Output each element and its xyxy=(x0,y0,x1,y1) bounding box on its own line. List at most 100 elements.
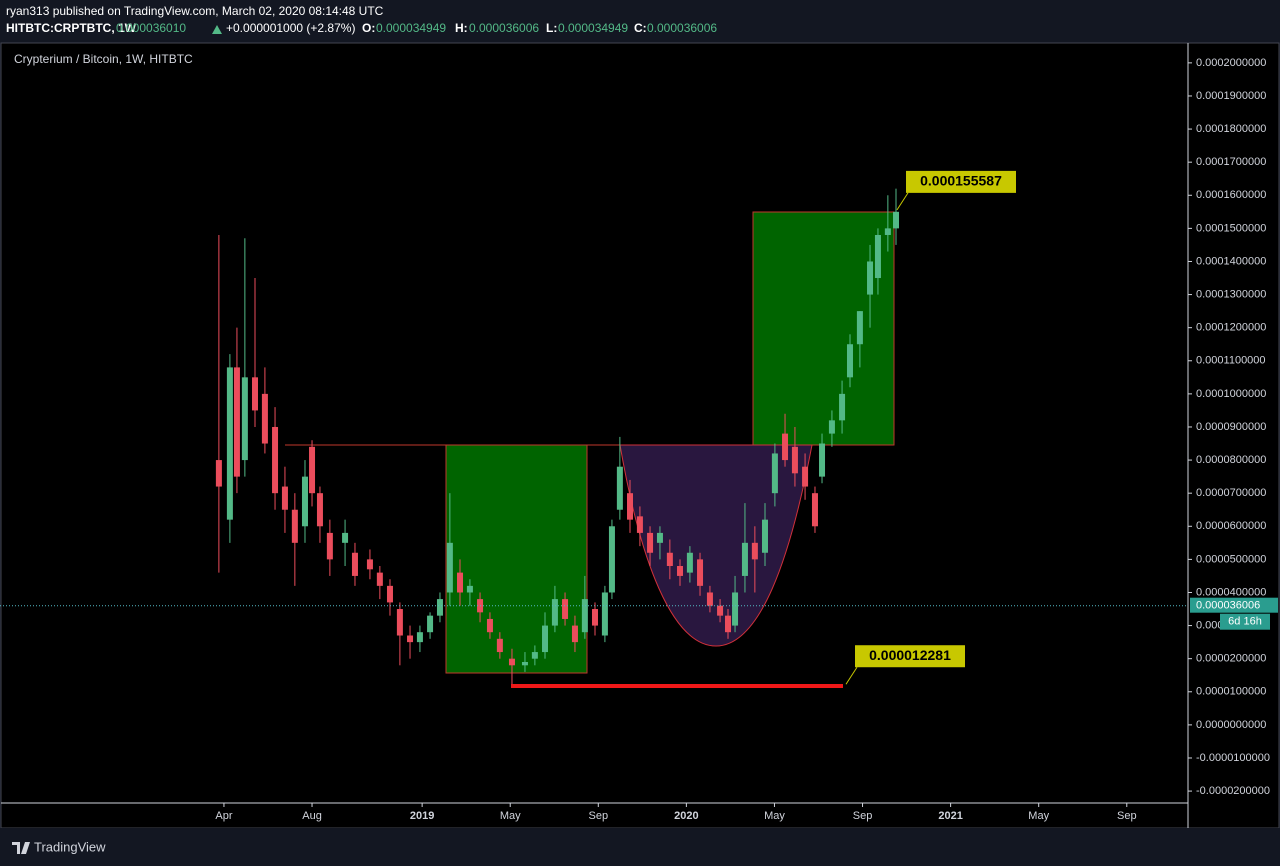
candle-body xyxy=(366,559,373,570)
candle-body xyxy=(386,585,393,603)
candle-body xyxy=(893,211,900,229)
candle-body xyxy=(591,609,598,626)
candle-body xyxy=(867,261,874,295)
candle-body xyxy=(724,615,731,633)
candle-body xyxy=(326,532,333,560)
candle-body xyxy=(427,615,434,633)
change: +0.000001000 (+2.87%) xyxy=(226,21,355,35)
candle-body xyxy=(351,552,358,576)
x-tick-label: May xyxy=(500,810,521,822)
candle-body xyxy=(782,433,789,461)
candle-body xyxy=(251,377,258,411)
annotation-leader xyxy=(896,192,909,211)
candle-body xyxy=(884,228,891,235)
x-tick-label: 2019 xyxy=(410,810,434,822)
candle-body xyxy=(542,625,549,653)
candle-body xyxy=(697,559,704,586)
y-tick-label: 0.0000100000 xyxy=(1196,686,1266,698)
o-label: O: xyxy=(362,21,375,35)
candle-body xyxy=(342,532,349,543)
candle-body xyxy=(581,599,588,633)
candle-body xyxy=(802,466,809,487)
y-tick-label: 0.0001800000 xyxy=(1196,123,1266,135)
x-tick-label: May xyxy=(1028,810,1049,822)
candle-body xyxy=(272,426,279,494)
o-value: 0.000034949 xyxy=(376,21,446,35)
candle-body xyxy=(446,542,453,593)
x-tick-label: 2021 xyxy=(938,810,962,822)
candle-body xyxy=(457,572,464,593)
x-tick-label: Sep xyxy=(853,810,873,822)
candle-body xyxy=(601,592,608,636)
candle-body xyxy=(396,609,403,636)
y-tick-label: 0.0000900000 xyxy=(1196,421,1266,433)
chart-panel xyxy=(0,42,1280,829)
y-tick-label: 0.0001400000 xyxy=(1196,255,1266,267)
candle-body xyxy=(309,446,316,494)
annotation-leader xyxy=(845,666,858,685)
candle-body xyxy=(241,377,248,461)
candle-body xyxy=(233,367,240,477)
candle-body xyxy=(215,460,222,487)
y-tick-label: 0.0001300000 xyxy=(1196,288,1266,300)
candle-body xyxy=(656,532,663,543)
candle-body xyxy=(706,592,713,606)
box-drawing xyxy=(752,211,895,446)
up-icon xyxy=(212,25,222,34)
candle-body xyxy=(521,661,528,666)
candle-body xyxy=(281,486,288,510)
h-value: 0.000036006 xyxy=(469,21,539,35)
candle-body xyxy=(811,493,818,527)
y-tick-label: 0.0002000000 xyxy=(1196,57,1266,69)
annotation-label: 0.000012281 xyxy=(869,647,951,663)
candle-body xyxy=(466,585,473,593)
candle-body xyxy=(874,234,881,279)
y-tick-label: 0.0001200000 xyxy=(1196,322,1266,334)
candle-body xyxy=(496,638,503,653)
last-price-box xyxy=(1190,597,1278,613)
marks: 0.0002000000 0.0001900000 0.0001800000 0.00… xyxy=(215,57,1270,822)
candle-body xyxy=(791,446,798,474)
countdown: 6d 16h xyxy=(1228,616,1262,628)
countdown-box xyxy=(1220,613,1270,630)
candle-body xyxy=(608,526,615,593)
candle-body xyxy=(717,605,724,616)
candle-body xyxy=(828,420,835,434)
candle-body xyxy=(647,532,654,553)
y-tick-label: 0.0001600000 xyxy=(1196,189,1266,201)
h-label: H: xyxy=(455,21,468,35)
x-tick-label: Apr xyxy=(215,810,232,822)
y-tick-label: 0.0001000000 xyxy=(1196,388,1266,400)
last: 0.000036010 xyxy=(116,21,186,35)
candle-body xyxy=(627,493,634,520)
l-value: 0.000034949 xyxy=(558,21,628,35)
y-tick-label: 0.0000600000 xyxy=(1196,520,1266,532)
y-tick-label: 0.0001700000 xyxy=(1196,156,1266,168)
publisher: ryan313 published on TradingView.com, Ma… xyxy=(6,4,384,18)
y-tick-label: 0.0000500000 xyxy=(1196,553,1266,565)
chart-title: Crypterium / Bitcoin, 1W, HITBTC xyxy=(14,52,193,66)
candle-body xyxy=(571,625,578,643)
c-label: C: xyxy=(634,21,647,35)
candle-body xyxy=(562,599,569,619)
x-tick-label: Sep xyxy=(1117,810,1137,822)
x-tick-label: Aug xyxy=(302,810,322,822)
y-tick-label: 0.0000000000 xyxy=(1196,719,1266,731)
y-tick-label: -0.0000200000 xyxy=(1196,785,1270,797)
candle-body xyxy=(407,635,414,643)
y-tick-label: 0.0001500000 xyxy=(1196,222,1266,234)
candle-body xyxy=(436,599,443,616)
l-label: L: xyxy=(546,21,557,35)
y-tick-label: 0.0000800000 xyxy=(1196,454,1266,466)
candle-body xyxy=(761,519,768,553)
c-value: 0.000036006 xyxy=(647,21,717,35)
candle-body xyxy=(416,632,423,643)
candle-body xyxy=(636,516,643,533)
x-tick-label: Sep xyxy=(589,810,609,822)
y-tick-label: 0.0000400000 xyxy=(1196,586,1266,598)
brand: TradingView xyxy=(34,839,106,854)
candle-body xyxy=(486,618,493,633)
candle-body xyxy=(856,311,863,345)
x-tick-label: 2020 xyxy=(674,810,698,822)
